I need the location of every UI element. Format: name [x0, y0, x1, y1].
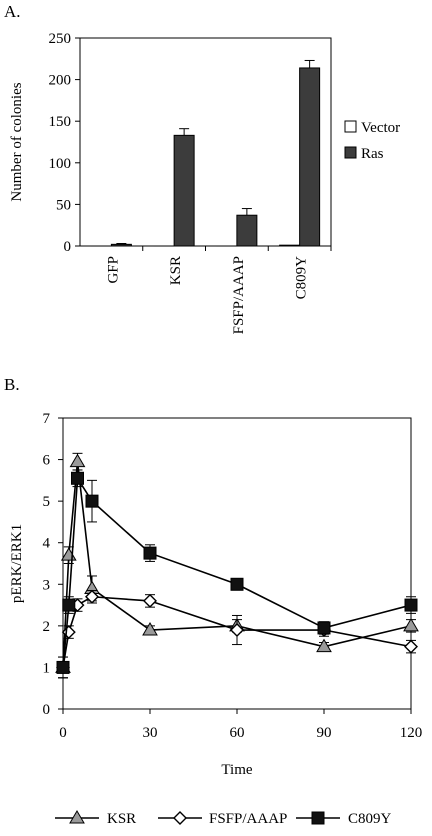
legend-swatch [344, 120, 357, 133]
line-chart: 0 1 2 3 4 5 6 7 0 30 60 90 120 pERK/ERK1 Time KSR FSFP/A… [9, 411, 422, 827]
legend: KSR FSFP/AAAP C809Y [55, 810, 392, 827]
panel-a-label: A. [4, 2, 21, 21]
data-point-square [143, 546, 157, 560]
y-axis-label: Number of colonies [9, 82, 25, 201]
data-point-triangle [316, 638, 332, 653]
plot-frame [79, 37, 332, 247]
y-axis-label: pERK/ERK1 [9, 524, 25, 603]
bar-chart: 0 50 100 150 200 250 Number of colonies GFP KSR F… [9, 31, 400, 334]
data-point-square [317, 621, 331, 635]
legend-label: FSFP/AAAP [209, 811, 287, 827]
y-tick-label: 0 [64, 239, 72, 255]
series-c809y [56, 469, 418, 679]
y-tick-label: 100 [49, 156, 72, 172]
series-fsfp-aaap [56, 589, 418, 679]
y-tick-label: 5 [43, 494, 51, 510]
y-tick-label: 1 [43, 660, 51, 676]
data-point-square [56, 660, 70, 674]
x-axis-label: Time [221, 762, 252, 778]
x-tick-label: GFP [105, 256, 121, 284]
y-tick-label: 6 [43, 453, 51, 469]
data-point-triangle [60, 547, 77, 561]
data-point-diamond [143, 593, 157, 608]
x-tick-label: C809Y [294, 256, 310, 300]
data-point-triangle [69, 453, 86, 468]
data-point-square [62, 598, 76, 612]
legend-marker [173, 811, 187, 825]
x-tick-label: 120 [400, 725, 423, 741]
y-tick-label: 4 [43, 536, 51, 552]
legend-swatch [344, 146, 357, 159]
x-tick-label: 90 [317, 725, 332, 741]
x-tick-label: 0 [59, 725, 67, 741]
bar-ras [110, 243, 132, 247]
data-point-square [71, 471, 84, 485]
y-tick-label: 3 [43, 577, 51, 593]
data-point-triangle [403, 617, 419, 632]
legend-label: Vector [361, 120, 400, 136]
legend-marker [311, 811, 325, 825]
bar-ras [236, 214, 258, 247]
y-tick-label: 7 [43, 411, 51, 427]
legend: Vector Ras [344, 120, 400, 162]
data-point-diamond [230, 623, 244, 638]
x-tick-label: 30 [143, 725, 158, 741]
data-point-diamond [85, 589, 99, 604]
plot-frame [62, 417, 412, 710]
x-tick-label: FSFP/AAAP [231, 256, 247, 334]
y-tick-label: 150 [49, 114, 72, 130]
x-tick-label: 60 [230, 725, 245, 741]
legend-marker [69, 810, 85, 824]
legend-label: KSR [107, 811, 136, 827]
y-tick-label: 200 [49, 73, 72, 89]
data-point-square [230, 577, 244, 591]
y-tick-label: 50 [56, 197, 71, 213]
bar-ras [173, 134, 195, 247]
y-tick-label: 2 [43, 619, 51, 635]
data-point-triangle [142, 622, 158, 636]
data-point-diamond [404, 639, 418, 654]
y-tick-label: 250 [49, 31, 72, 47]
legend-label: C809Y [348, 811, 392, 827]
series-line [62, 475, 412, 668]
bar-ras [299, 67, 321, 247]
legend-label: Ras [361, 146, 384, 162]
y-tick-label: 0 [43, 702, 51, 718]
data-point-square [85, 494, 99, 508]
series-line [62, 461, 412, 668]
x-tick-label: KSR [168, 256, 184, 285]
data-point-square [404, 598, 418, 612]
panel-b-label: B. [4, 375, 20, 394]
bar-vector [279, 244, 301, 247]
